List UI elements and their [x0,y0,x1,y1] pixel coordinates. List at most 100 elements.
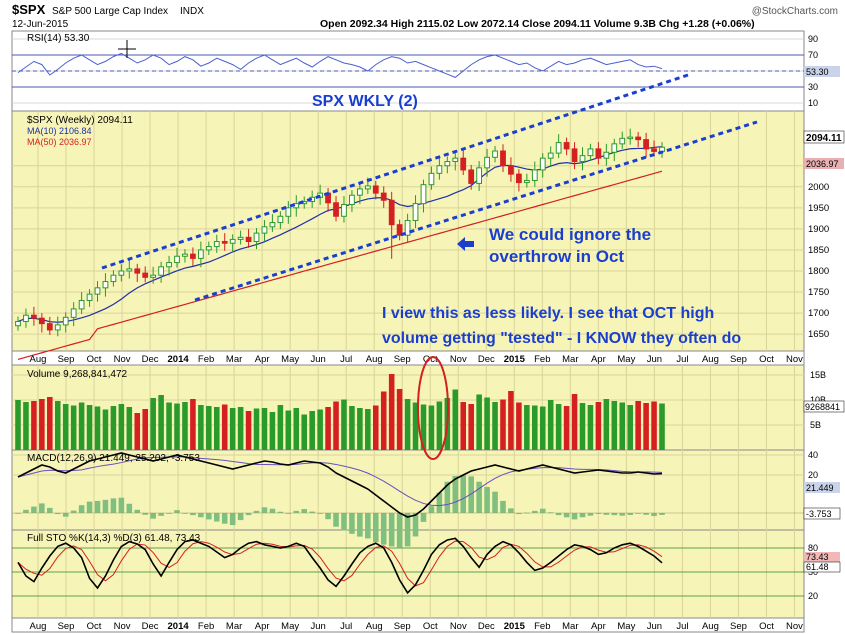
x-tick-label: May [281,354,299,365]
candle-body [174,255,180,264]
chart-date: 12-Jun-2015 [12,19,69,30]
volume-bar [229,408,236,450]
volume-bar [277,405,284,450]
x-tick-label: Sep [394,621,411,632]
volume-bar [380,391,387,450]
rsi-y-tick: 10 [808,98,818,108]
volume-bar [333,401,339,450]
candle-body [205,246,212,251]
candle-body [420,184,427,205]
candle-body [508,165,514,175]
candle-body [102,281,109,289]
candle-body [46,323,53,331]
x-tick-label: Oct [759,354,774,365]
macd-histogram-bar [301,509,308,513]
candle-body [78,299,85,310]
candle-body [547,152,554,159]
macd-histogram-bar [237,513,244,521]
macd-hist-last-value-box [803,507,841,520]
macd-histogram-bar [317,513,323,514]
volume-bar [388,374,395,450]
macd-histogram-bar [341,513,347,531]
x-tick-label: Jul [340,621,352,632]
candle-body [500,150,506,167]
rsi-y-tick: 70 [808,50,818,60]
price-y-tick: 1900 [808,224,829,235]
candle-body [412,203,419,221]
candle-body [150,274,157,278]
macd-histogram-bar [23,509,29,513]
x-tick-label: 2015 [504,621,526,632]
volume-bar [619,402,626,450]
candle-body [555,142,562,154]
candle-body [31,314,37,319]
macd-histogram-bar [396,513,403,548]
macd-histogram-bar [516,513,522,515]
x-tick-label: Feb [198,621,214,632]
candle-body [261,226,268,234]
price-legend-ma10: MA(10) 2106.84 [27,126,92,136]
candle-body [531,169,538,181]
sto-d-last-value: 73.43 [806,552,829,562]
candle-body [142,272,149,278]
volume-bar [611,401,618,450]
macd-last-value-box [804,482,840,493]
volume-bar [198,405,204,450]
rsi-y-tick: 90 [808,34,818,44]
candle-body [516,173,522,184]
macd-histogram-bar [293,510,300,513]
macd-histogram-bar [428,506,435,513]
candle-body [134,268,141,274]
volume-bar [118,404,125,450]
macd-histogram-bar [476,481,482,513]
volume-bar [357,408,363,450]
macd-histogram-bar [539,508,546,513]
macd-histogram-bar [229,513,236,526]
candle-body [38,317,45,325]
rsi-last-value: 53.30 [806,67,829,77]
macd-histogram-bar [134,509,141,513]
macd-histogram-bar [78,505,85,513]
macd-histogram-bar [325,513,331,520]
volume-y-tick: 15B [810,370,826,380]
candle-body [277,215,284,224]
macd-histogram-bar [388,513,395,547]
macd-histogram-bar [444,481,451,513]
x-tick-label: Apr [255,621,270,632]
rsi-series-line [17,52,663,78]
macd-histogram-bar [182,513,188,514]
price-last-value: 2094.11 [806,133,842,144]
volume-bar [571,394,578,450]
candle-body [372,185,379,194]
stochastic-legend: Full STO %K(14,3) %D(3) 61.48, 73.43 [27,533,201,544]
macd-histogram-bar [349,513,355,534]
candle-body [484,156,490,169]
x-tick-label: Mar [562,621,578,632]
chart-title: SPX WKLY (2) [312,93,418,110]
candle-body [571,148,578,163]
volume-bar [428,405,435,450]
annotation-line-2: overthrow in Oct [489,247,624,266]
macd-histogram-bar [571,513,578,520]
candle-body [333,202,339,217]
macd-histogram-bar [126,503,133,513]
volume-bar [126,407,133,450]
x-tick-label: Nov [786,354,803,365]
volume-bar [372,405,379,450]
x-tick-label: 2014 [168,354,190,365]
candle-body [436,165,443,174]
x-tick-label: Sep [730,621,747,632]
macd-histogram-bar [500,500,506,513]
x-tick-label: Jul [340,354,352,365]
volume-bar [301,414,308,450]
volume-bar [78,402,85,450]
candle-body [643,139,649,150]
x-tick-label: Aug [702,354,719,365]
october-volume-highlight [417,356,449,460]
macd-histogram-bar [619,513,626,516]
sto-d-line [17,540,663,587]
macd-line [17,452,663,518]
price-y-tick: 1800 [808,266,829,277]
volume-bar [452,389,459,450]
volume-bar [206,406,212,450]
